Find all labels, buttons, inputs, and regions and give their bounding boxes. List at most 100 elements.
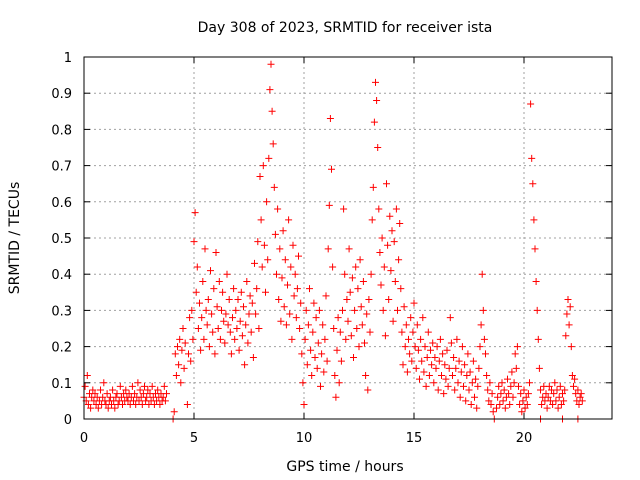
data-point: [322, 292, 330, 300]
data-point: [401, 343, 409, 351]
data-point: [364, 386, 372, 394]
data-point: [266, 86, 274, 94]
data-point: [303, 361, 311, 369]
data-point: [377, 281, 385, 289]
data-point: [431, 353, 439, 361]
data-point: [271, 230, 279, 238]
data-point: [104, 404, 112, 412]
data-point: [475, 364, 483, 372]
data-point: [524, 390, 532, 398]
data-point: [363, 310, 371, 318]
data-point: [510, 379, 518, 387]
data-point: [376, 248, 384, 256]
data-point: [424, 328, 432, 336]
data-point: [245, 310, 253, 318]
data-point: [373, 96, 381, 104]
data-point: [197, 346, 205, 354]
data-point: [144, 386, 152, 394]
data-point: [339, 306, 346, 314]
data-point: [381, 332, 389, 340]
data-point: [348, 274, 356, 282]
data-point: [234, 296, 242, 304]
data-point: [530, 216, 538, 224]
data-point: [505, 390, 513, 398]
data-point: [438, 372, 445, 380]
data-point: [278, 274, 286, 282]
data-point: [561, 386, 569, 394]
data-point: [356, 256, 364, 264]
data-point: [545, 382, 553, 390]
data-point: [534, 335, 542, 343]
data-point: [384, 241, 392, 249]
data-point: [497, 390, 505, 398]
data-point: [574, 386, 582, 394]
data-point: [198, 314, 206, 322]
data-point: [241, 361, 249, 369]
data-point: [295, 252, 302, 260]
data-point: [267, 60, 275, 68]
data-point: [430, 379, 438, 387]
data-point: [326, 115, 334, 123]
data-point: [270, 183, 278, 191]
data-point: [407, 314, 415, 322]
data-point: [464, 350, 472, 358]
data-point: [425, 372, 433, 380]
data-point: [506, 401, 514, 409]
data-point: [412, 364, 420, 372]
data-point: [447, 339, 455, 347]
data-point: [473, 404, 481, 412]
data-point: [289, 241, 297, 249]
data-point: [519, 397, 527, 405]
data-point: [501, 404, 509, 412]
y-tick-label: 0.1: [51, 377, 72, 392]
data-point: [304, 321, 312, 329]
data-point: [554, 404, 562, 412]
y-tick-label: 0: [64, 413, 72, 428]
data-point: [347, 332, 355, 340]
y-tick-label: 0.4: [51, 268, 72, 283]
data-point: [440, 390, 448, 398]
data-point: [436, 335, 444, 343]
data-point: [495, 382, 503, 390]
data-point: [563, 310, 571, 318]
data-point: [456, 393, 464, 401]
data-point: [465, 386, 473, 394]
data-point: [366, 328, 374, 336]
data-point: [226, 328, 234, 336]
data-point: [122, 386, 130, 394]
data-point: [575, 401, 583, 409]
data-point: [445, 364, 453, 372]
data-point: [159, 393, 167, 401]
data-point: [277, 317, 285, 325]
data-points: [80, 60, 586, 423]
data-point: [83, 372, 91, 380]
data-point: [345, 245, 353, 253]
data-point: [185, 350, 192, 358]
data-point: [370, 118, 378, 126]
data-point: [293, 285, 301, 293]
data-point: [577, 390, 585, 398]
data-point: [399, 361, 407, 369]
data-point: [265, 154, 273, 162]
data-point: [196, 299, 203, 307]
data-point: [392, 205, 400, 213]
data-point: [221, 339, 229, 347]
data-point: [298, 350, 306, 358]
axis-ticks: 00.10.20.30.40.50.60.70.80.910 5 10 15 20: [51, 51, 612, 446]
data-point: [302, 306, 310, 314]
data-point: [427, 346, 434, 354]
data-point: [414, 346, 422, 354]
data-point: [136, 386, 144, 394]
data-point: [220, 317, 228, 325]
data-point: [244, 339, 252, 347]
data-point: [202, 306, 210, 314]
data-point: [410, 299, 418, 307]
data-point: [210, 285, 218, 293]
data-point: [532, 277, 540, 285]
data-point: [449, 372, 456, 380]
data-point: [496, 401, 504, 409]
data-point: [179, 325, 187, 332]
y-tick-label: 1: [64, 51, 72, 66]
data-point: [560, 397, 568, 405]
x-axis-label: GPS time / hours: [286, 459, 403, 475]
